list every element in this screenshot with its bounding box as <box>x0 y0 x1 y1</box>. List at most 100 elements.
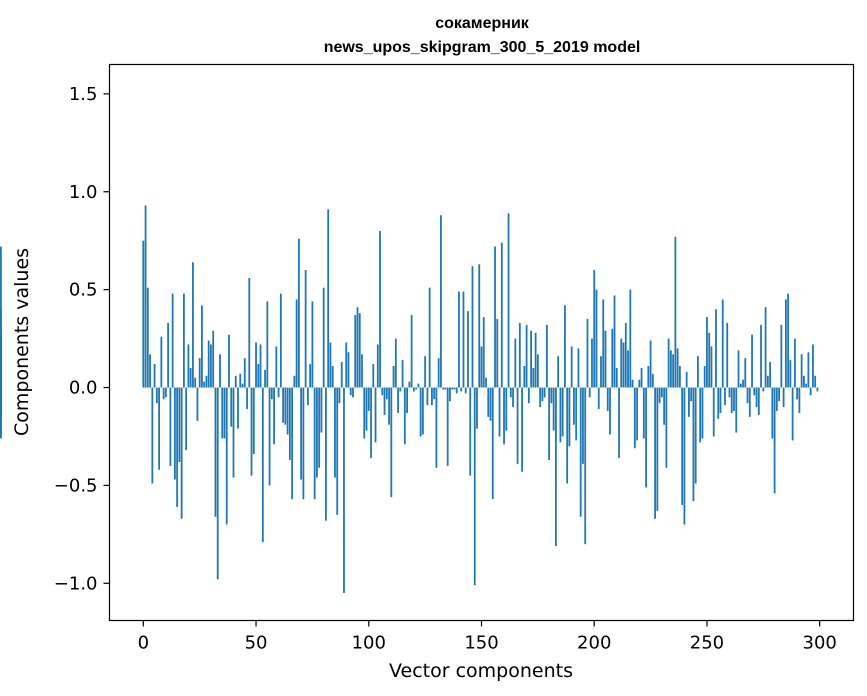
plot-frame <box>108 63 855 622</box>
bar <box>706 317 708 388</box>
bar <box>153 364 156 388</box>
bar <box>679 365 681 388</box>
x-tick-label: 200 <box>577 633 611 654</box>
bar <box>642 387 645 439</box>
bar <box>564 305 566 388</box>
bar <box>270 387 273 400</box>
bar <box>201 305 203 388</box>
bar <box>442 387 445 390</box>
bar <box>284 387 287 425</box>
bar <box>730 387 733 413</box>
bar <box>789 360 792 388</box>
bar <box>444 387 447 390</box>
bar <box>307 387 309 406</box>
bar <box>221 387 224 439</box>
bar <box>239 373 242 388</box>
bar <box>431 387 433 406</box>
bar <box>500 242 503 388</box>
bar <box>645 387 647 488</box>
bar <box>225 387 228 525</box>
bar <box>234 375 237 388</box>
bar <box>609 387 611 435</box>
y-tick-label: −0.5 <box>54 475 98 496</box>
bar <box>814 375 817 388</box>
bar <box>268 387 271 486</box>
bar <box>167 322 170 388</box>
bar <box>169 387 172 466</box>
bar <box>685 371 688 388</box>
bar <box>302 387 305 500</box>
bar <box>812 344 814 388</box>
bar <box>751 334 753 388</box>
bar <box>331 365 334 388</box>
bar <box>694 387 697 484</box>
bar <box>412 387 415 392</box>
bar <box>762 387 765 392</box>
bar <box>518 322 521 388</box>
bar <box>753 387 756 396</box>
bar <box>622 342 625 388</box>
bar <box>782 387 785 408</box>
bar <box>469 387 472 476</box>
bar <box>295 299 298 388</box>
bar <box>577 348 580 388</box>
bar <box>277 387 280 398</box>
bar <box>286 387 289 435</box>
bar <box>688 387 690 417</box>
bar <box>440 215 442 388</box>
bar <box>230 387 233 427</box>
bar <box>352 387 354 398</box>
chart-subtitle: news_upos_skipgram_300_5_2019 model <box>324 39 641 56</box>
bar <box>548 387 551 460</box>
bar <box>421 387 424 435</box>
bar <box>367 387 370 412</box>
bar <box>539 387 542 408</box>
bar <box>800 354 803 388</box>
bar <box>739 383 742 388</box>
bar <box>243 358 246 388</box>
y-tick-label: −1.0 <box>54 573 98 594</box>
bar <box>712 387 715 437</box>
chart-title: сокамерник <box>435 15 530 32</box>
bar <box>737 350 740 388</box>
bar <box>383 387 386 415</box>
bar <box>437 358 440 388</box>
bar <box>340 362 343 388</box>
bar <box>428 287 431 388</box>
bar <box>773 387 776 494</box>
y-axis-label: Components values <box>11 248 33 436</box>
bar <box>449 387 451 402</box>
bar <box>334 387 336 478</box>
bar <box>415 387 418 390</box>
bar <box>602 299 605 388</box>
bar <box>593 270 596 388</box>
bar <box>385 387 388 400</box>
bar <box>401 360 404 388</box>
bar <box>171 293 174 388</box>
bar <box>363 387 366 439</box>
bar <box>291 387 294 500</box>
bar <box>559 387 562 443</box>
bar <box>252 387 255 455</box>
bar <box>162 387 165 400</box>
bar <box>573 387 575 425</box>
bar <box>667 338 670 388</box>
bar <box>205 375 208 388</box>
bar <box>248 277 251 388</box>
bar <box>787 293 790 388</box>
bar <box>649 340 652 388</box>
bar <box>665 387 668 468</box>
bar <box>388 387 390 425</box>
bar <box>358 313 361 388</box>
bar <box>264 369 266 388</box>
bar <box>615 367 618 388</box>
bar <box>719 387 722 413</box>
bar <box>309 364 312 388</box>
bar <box>338 387 341 404</box>
bar <box>757 387 760 415</box>
bar <box>214 387 217 517</box>
bar <box>746 387 749 404</box>
bar <box>755 387 758 408</box>
bar <box>185 387 188 451</box>
